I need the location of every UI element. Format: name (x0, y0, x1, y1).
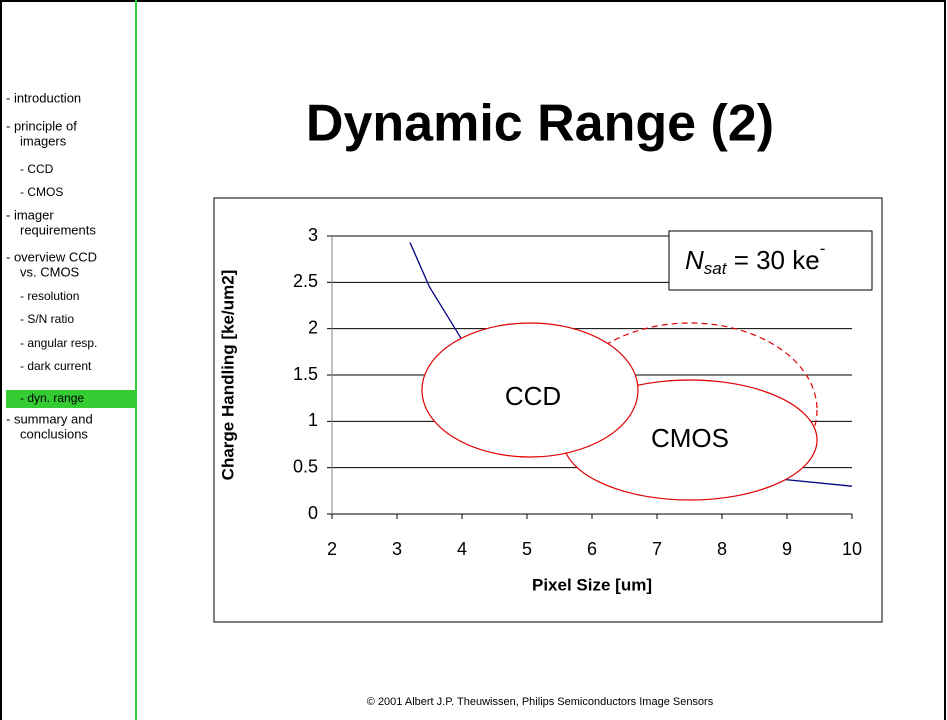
y-tick-label: 0 (308, 503, 318, 523)
y-tick-label: 2.5 (293, 271, 318, 291)
x-tick-label: 7 (652, 539, 662, 559)
sidebar-item: - principle of (6, 118, 77, 133)
x-tick-label: 5 (522, 539, 532, 559)
sidebar-item: - overview CCD (6, 249, 97, 264)
sidebar-item: - imager (6, 207, 54, 222)
active-highlight (6, 390, 136, 408)
x-tick-label: 6 (587, 539, 597, 559)
nsat-part: - (820, 239, 826, 258)
sidebar-item: vs. CMOS (20, 264, 80, 279)
sidebar-item: - CMOS (20, 185, 63, 199)
plot: 0 0.5 1 1.5 2 2.5 3 2 3 4 5 6 7 8 9 10 CCD CMOS Nsat = 30 … (293, 225, 873, 559)
y-axis-label: Charge Handling [ke/um2] (218, 270, 237, 481)
cmos-label: CMOS (651, 423, 729, 453)
cmos-potential-ellipse (562, 322, 818, 498)
x-tick-label: 10 (842, 539, 862, 559)
x-tick-label: 8 (717, 539, 727, 559)
nsat-box (668, 230, 873, 291)
sidebar-item: - S/N ratio (20, 312, 74, 326)
y-tick-label: 0.5 (293, 456, 318, 476)
x-tick-label: 2 (327, 539, 337, 559)
sidebar-item: conclusions (20, 426, 88, 441)
slide-title: Dynamic Range (2) (306, 95, 774, 153)
y-tick-label: 1.5 (293, 364, 318, 384)
y-tick-label: 3 (308, 225, 318, 245)
y-tick-label: 2 (308, 317, 318, 337)
nsat-part: N (685, 245, 704, 275)
sidebar-item: requirements (20, 222, 96, 237)
sidebar-item: - resolution (20, 289, 79, 303)
sidebar-item: - introduction (6, 90, 81, 105)
x-tick-label: 3 (392, 539, 402, 559)
nsat-label: Nsat = 30 ke- (685, 239, 825, 278)
y-tick-label: 1 (308, 410, 318, 430)
ccd-label: CCD (505, 381, 561, 411)
nsat-part: sat (704, 259, 728, 278)
sidebar-item: - summary and (6, 411, 93, 426)
sidebar-item: - dyn. range (20, 391, 84, 405)
sidebar-item: imagers (20, 133, 67, 148)
sidebar-item: - angular resp. (20, 336, 97, 350)
x-axis-label: Pixel Size [um] (532, 575, 652, 594)
sidebar-item: - CCD (20, 162, 54, 176)
x-tick-label: 9 (782, 539, 792, 559)
ccd-ellipse (421, 322, 639, 458)
footer: © 2001 Albert J.P. Theuwissen, Philips S… (367, 696, 714, 708)
nsat-part: = 30 ke (726, 245, 819, 275)
x-tick-label: 4 (457, 539, 467, 559)
sidebar-item: - dark current (20, 359, 92, 373)
